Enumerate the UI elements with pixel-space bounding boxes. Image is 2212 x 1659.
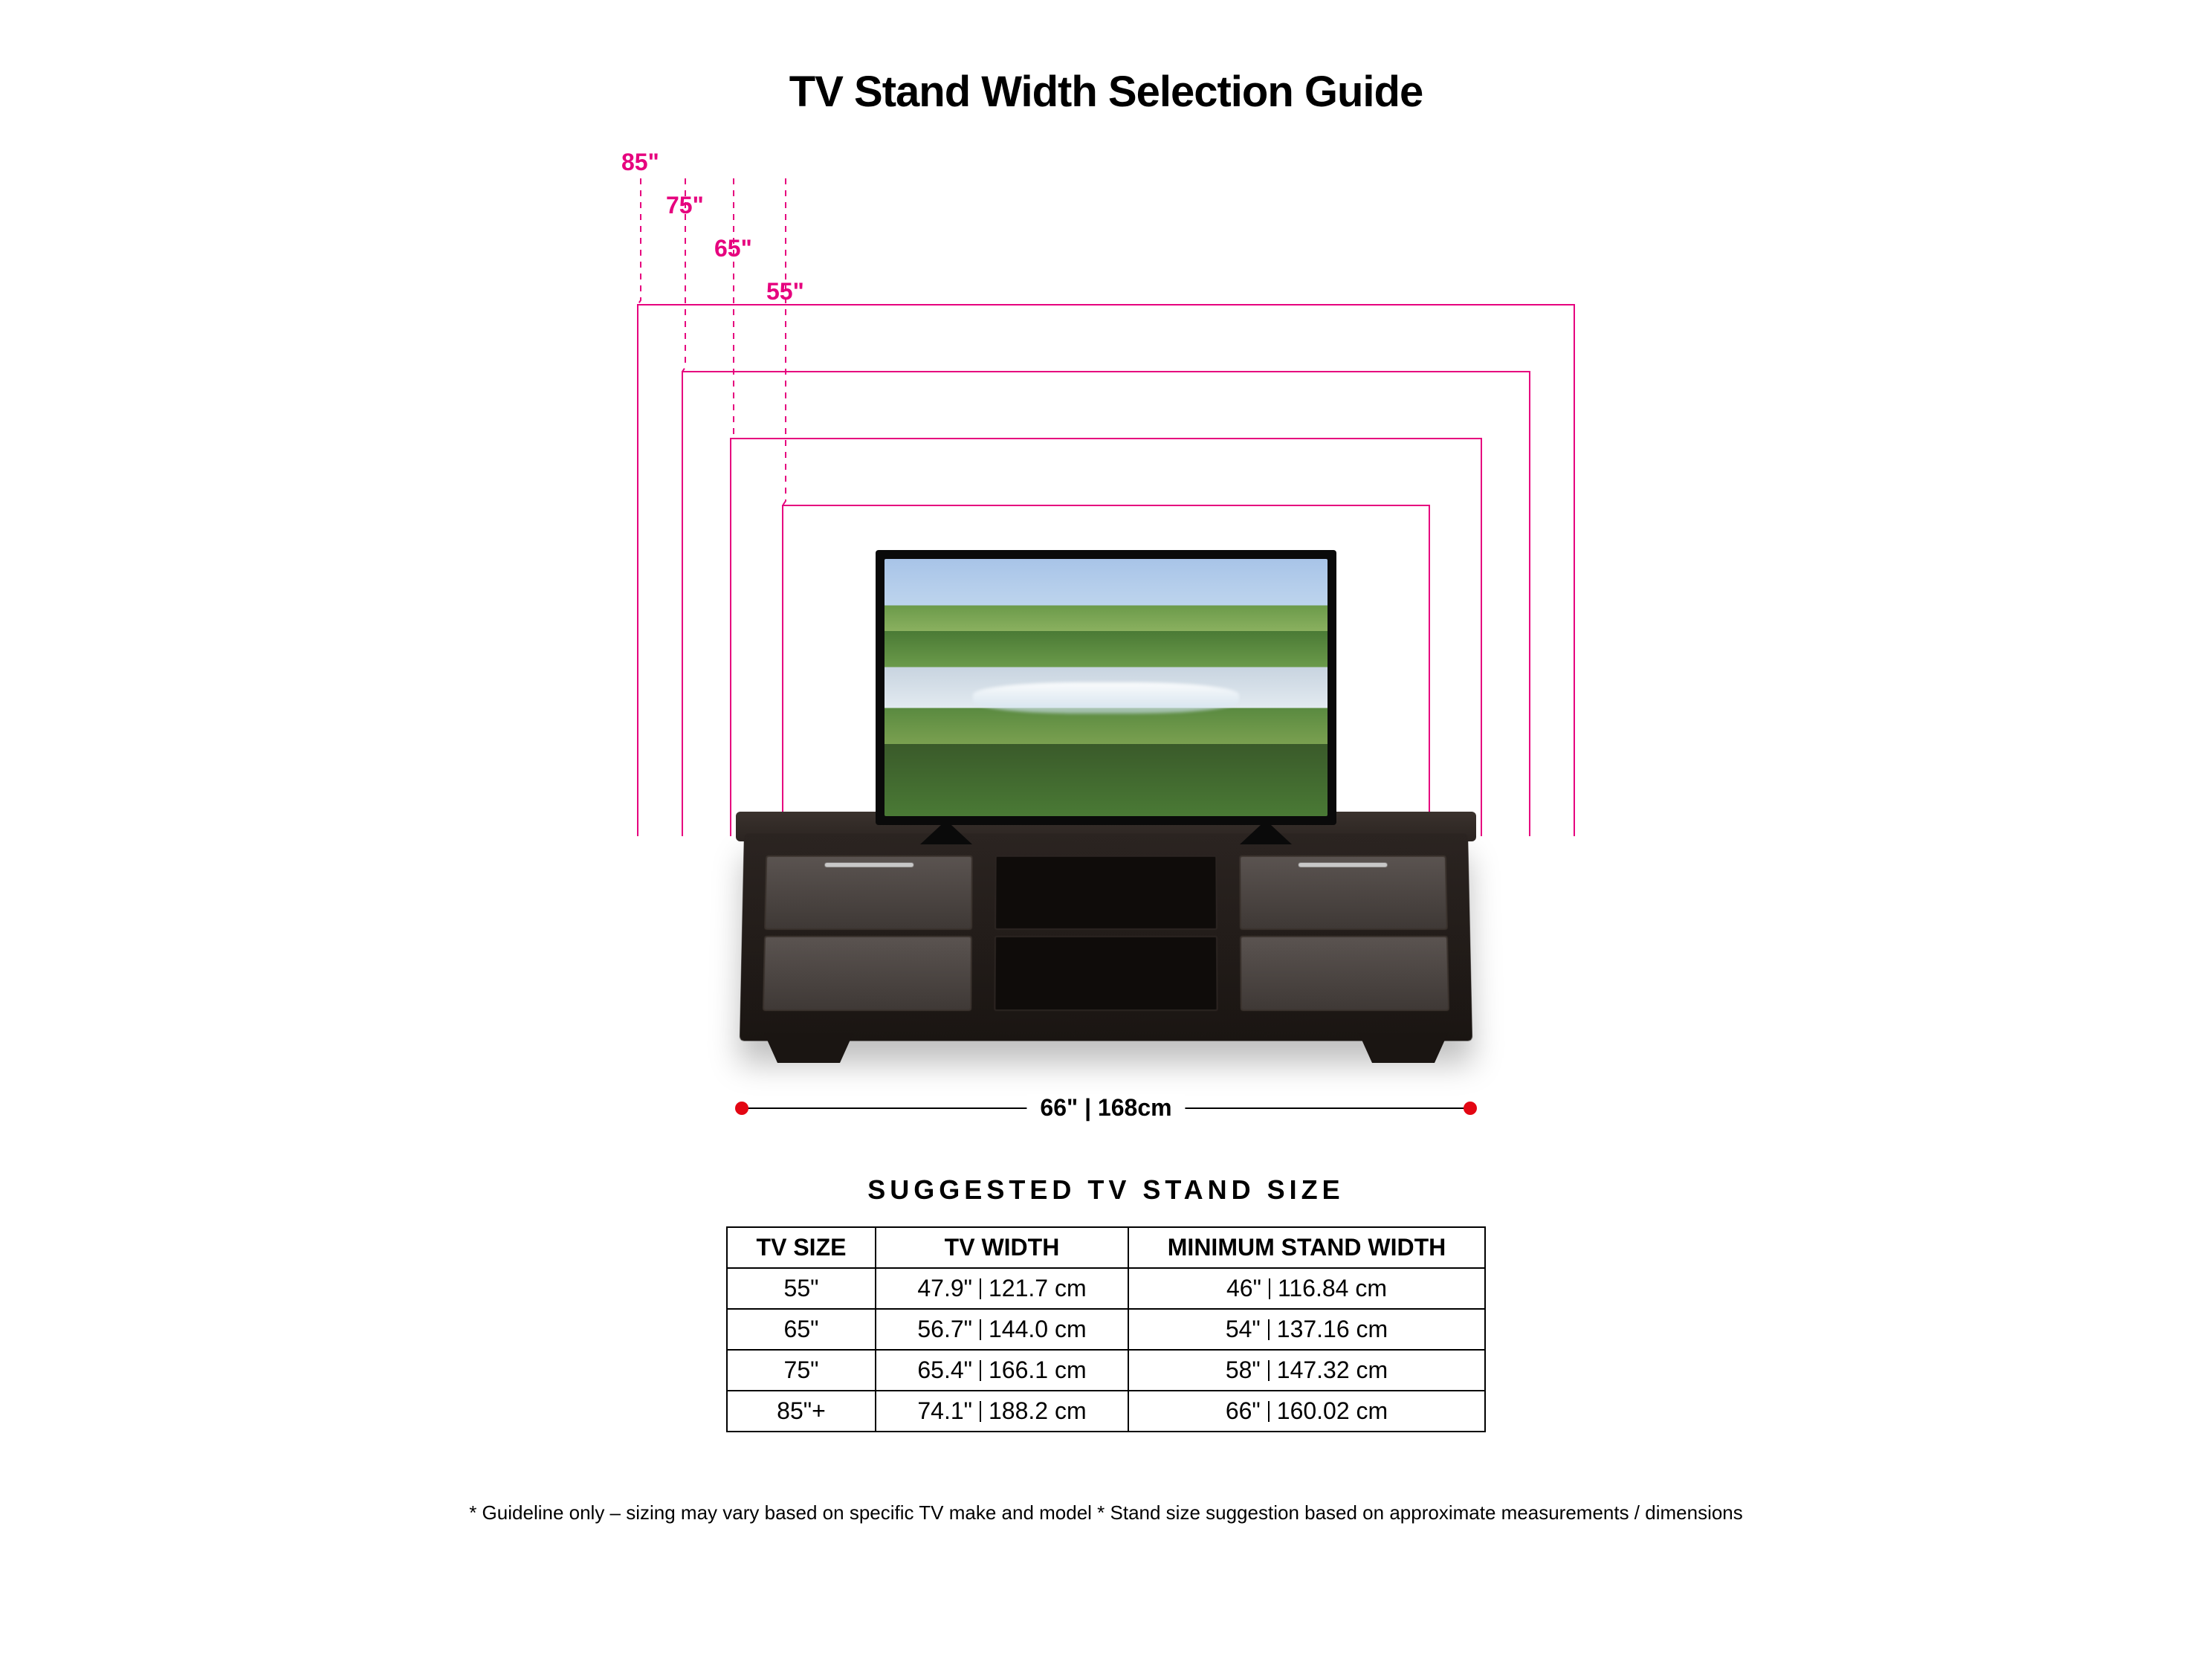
tv-stand-illustration — [742, 832, 1470, 1041]
cell-tv-size: 75" — [727, 1350, 876, 1391]
page-title: TV Stand Width Selection Guide — [0, 67, 2212, 117]
col-header: TV SIZE — [727, 1227, 876, 1268]
table-row: 55"47.9"121.7 cm46"116.84 cm — [727, 1268, 1485, 1309]
table-row: 65"56.7"144.0 cm54"137.16 cm — [727, 1309, 1485, 1350]
cell-tv-width: 56.7"144.0 cm — [876, 1309, 1128, 1350]
size-label-65: 65" — [714, 235, 752, 262]
leader-line — [783, 178, 786, 505]
col-header: MINIMUM STAND WIDTH — [1128, 1227, 1485, 1268]
size-label-75: 75" — [666, 192, 704, 219]
cell-tv-width: 47.9"121.7 cm — [876, 1268, 1128, 1309]
tv-illustration — [876, 550, 1336, 825]
cell-tv-width: 65.4"166.1 cm — [876, 1350, 1128, 1391]
col-header: TV WIDTH — [876, 1227, 1128, 1268]
size-label-55: 55" — [766, 278, 804, 305]
cell-stand-width: 58"147.32 cm — [1128, 1350, 1485, 1391]
width-dot-left — [735, 1102, 748, 1115]
cell-stand-width: 54"137.16 cm — [1128, 1309, 1485, 1350]
size-table: TV SIZETV WIDTHMINIMUM STAND WIDTH 55"47… — [726, 1226, 1486, 1432]
stand-width-indicator: 66" | 168cm — [734, 1107, 1478, 1109]
cell-stand-width: 46"116.84 cm — [1128, 1268, 1485, 1309]
diagram-area: 85" 75" 65" 55" — [511, 149, 1701, 1041]
footnote: * Guideline only – sizing may vary based… — [0, 1501, 2212, 1524]
cell-tv-size: 65" — [727, 1309, 876, 1350]
cell-stand-width: 66"160.02 cm — [1128, 1391, 1485, 1432]
cell-tv-size: 85"+ — [727, 1391, 876, 1432]
table-row: 85"+74.1"188.2 cm66"160.02 cm — [727, 1391, 1485, 1432]
width-dot-right — [1464, 1102, 1477, 1115]
table-title: SUGGESTED TV STAND SIZE — [0, 1174, 2212, 1206]
stand-width-label: 66" | 168cm — [1026, 1094, 1185, 1122]
cell-tv-size: 55" — [727, 1268, 876, 1309]
size-label-85: 85" — [621, 149, 659, 176]
leader-line — [731, 178, 734, 439]
cell-tv-width: 74.1"188.2 cm — [876, 1391, 1128, 1432]
table-row: 75"65.4"166.1 cm58"147.32 cm — [727, 1350, 1485, 1391]
leader-line — [638, 178, 641, 305]
